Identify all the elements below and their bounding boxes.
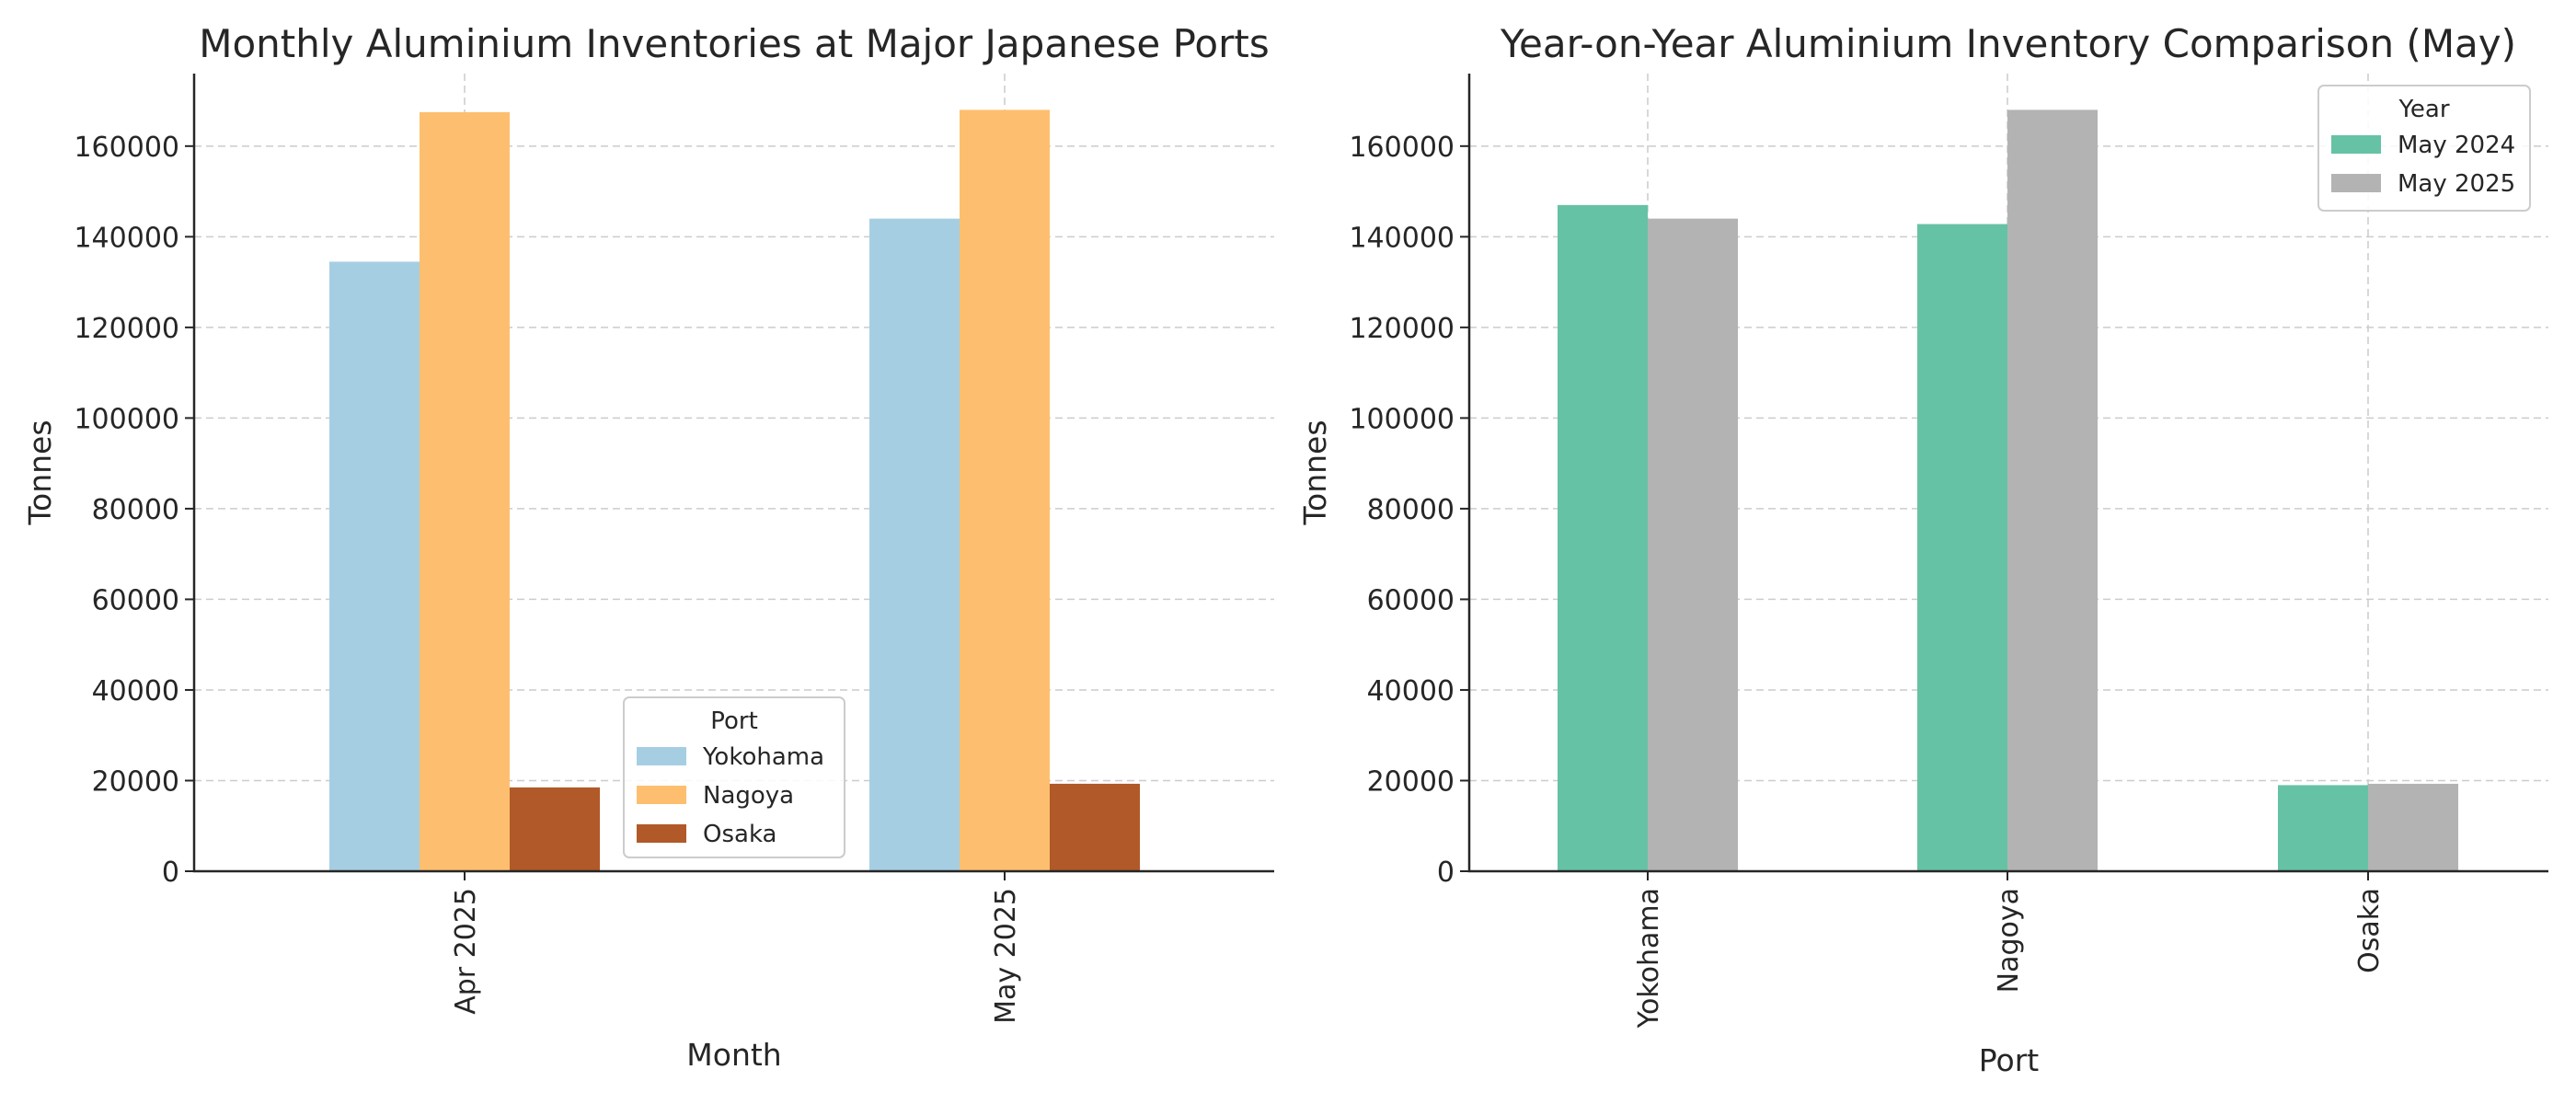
bar-osaka-apr-2025 xyxy=(510,787,600,871)
legend-title: Port xyxy=(710,707,758,735)
chart-title: Monthly Aluminium Inventories at Major J… xyxy=(199,21,1270,66)
x-tick-label: Apr 2025 xyxy=(450,888,482,1015)
legend-swatch xyxy=(637,747,686,765)
bar-osaka-may-2025 xyxy=(1050,783,1140,871)
bar-yokohama-apr-2025 xyxy=(329,261,420,871)
y-axis-label: Tonnes xyxy=(1297,420,1333,525)
y-tick-label: 100000 xyxy=(1349,403,1455,435)
bar-may-2024-yokohama xyxy=(1558,204,1648,871)
y-tick-label: 120000 xyxy=(74,313,179,345)
bar-nagoya-apr-2025 xyxy=(420,111,510,871)
y-tick-label: 80000 xyxy=(92,494,179,526)
y-tick-label: 120000 xyxy=(1349,313,1455,345)
y-tick-label: 40000 xyxy=(92,675,179,707)
x-axis-label: Month xyxy=(686,1037,781,1073)
inventory-monthly-chart: 0 20000 40000 60000 80000 100000 120000 140000 1… xyxy=(22,21,1274,1073)
legend-swatch xyxy=(2331,135,2381,154)
legend-label: May 2025 xyxy=(2398,170,2515,198)
legend-label: Nagoya xyxy=(703,782,794,810)
y-tick-label: 160000 xyxy=(1349,132,1455,164)
y-tick-label: 20000 xyxy=(1367,765,1455,798)
x-tick-label: May 2025 xyxy=(990,888,1022,1024)
x-tick-label: Osaka xyxy=(2353,888,2386,973)
legend-label: May 2024 xyxy=(2398,132,2515,159)
y-tick-label: 140000 xyxy=(74,222,179,254)
inventory-yoy-chart: 0 20000 40000 60000 80000 100000 120000 140000 1… xyxy=(1297,21,2548,1078)
x-tick-label: Nagoya xyxy=(1993,888,2025,993)
y-axis-label: Tonnes xyxy=(22,420,58,525)
bar-may-2025-osaka xyxy=(2368,783,2458,871)
x-tick-label: Yokohama xyxy=(1633,888,1665,1029)
x-axis-label: Port xyxy=(1979,1042,2039,1078)
y-tick-label: 60000 xyxy=(92,584,179,616)
legend-swatch xyxy=(637,824,686,843)
legend: Port Yokohama Nagoya Osaka xyxy=(623,696,845,858)
bar-may-2025-nagoya xyxy=(2007,109,2098,872)
y-tick-label: 100000 xyxy=(74,403,179,435)
y-tick-label: 40000 xyxy=(1367,675,1455,707)
bar-nagoya-may-2025 xyxy=(960,109,1050,872)
legend-frame xyxy=(623,696,845,858)
y-tick-label: 80000 xyxy=(1367,494,1455,526)
bar-yokohama-may-2025 xyxy=(869,218,960,872)
bar-may-2024-osaka xyxy=(2278,785,2368,871)
legend-swatch xyxy=(2331,174,2381,192)
chart-title: Year-on-Year Aluminium Inventory Compari… xyxy=(1500,21,2516,66)
y-tick-label: 0 xyxy=(162,857,179,889)
y-tick-label: 20000 xyxy=(92,765,179,798)
y-tick-label: 140000 xyxy=(1349,222,1455,254)
y-tick-label: 60000 xyxy=(1367,584,1455,616)
legend-swatch xyxy=(637,786,686,804)
legend: Year May 2024 May 2025 xyxy=(2317,85,2531,212)
y-tick-label: 160000 xyxy=(74,132,179,164)
legend-label: Osaka xyxy=(703,821,776,848)
legend-title: Year xyxy=(2398,96,2449,123)
y-tick-label: 0 xyxy=(1437,857,1455,889)
bar-may-2024-nagoya xyxy=(1917,224,2007,871)
legend-label: Yokohama xyxy=(702,743,824,771)
bar-may-2025-yokohama xyxy=(1648,218,1738,872)
